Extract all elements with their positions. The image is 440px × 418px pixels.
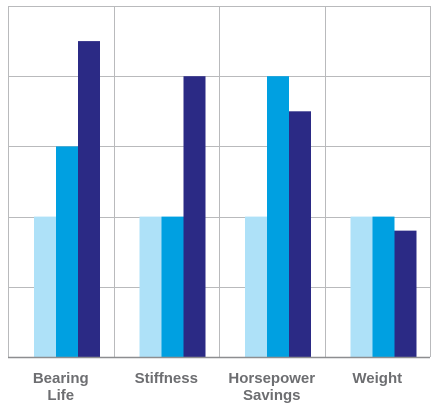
bars — [34, 41, 417, 357]
bar-cat3-s1 — [372, 216, 395, 357]
bar-cat3-s0 — [350, 216, 373, 357]
bar-cat3-s2 — [394, 230, 417, 357]
bar-cat1-s0 — [139, 216, 162, 357]
category-label-horsepower-savings: Horsepower Savings — [228, 370, 316, 404]
bar-cat0-s0 — [34, 216, 56, 357]
category-label-bearing-life: Bearing Life — [32, 370, 89, 404]
category-label-weight: Weight — [352, 370, 403, 387]
bar-cat1-s2 — [183, 76, 206, 357]
bar-cat1-s1 — [161, 216, 184, 357]
bar-cat0-s2 — [78, 41, 100, 357]
category-label-stiffness: Stiffness — [134, 370, 198, 387]
bar-cat2-s2 — [289, 111, 311, 357]
bar-cat2-s0 — [245, 216, 267, 357]
bar-cat2-s1 — [267, 76, 289, 357]
bar-cat0-s1 — [56, 146, 78, 357]
